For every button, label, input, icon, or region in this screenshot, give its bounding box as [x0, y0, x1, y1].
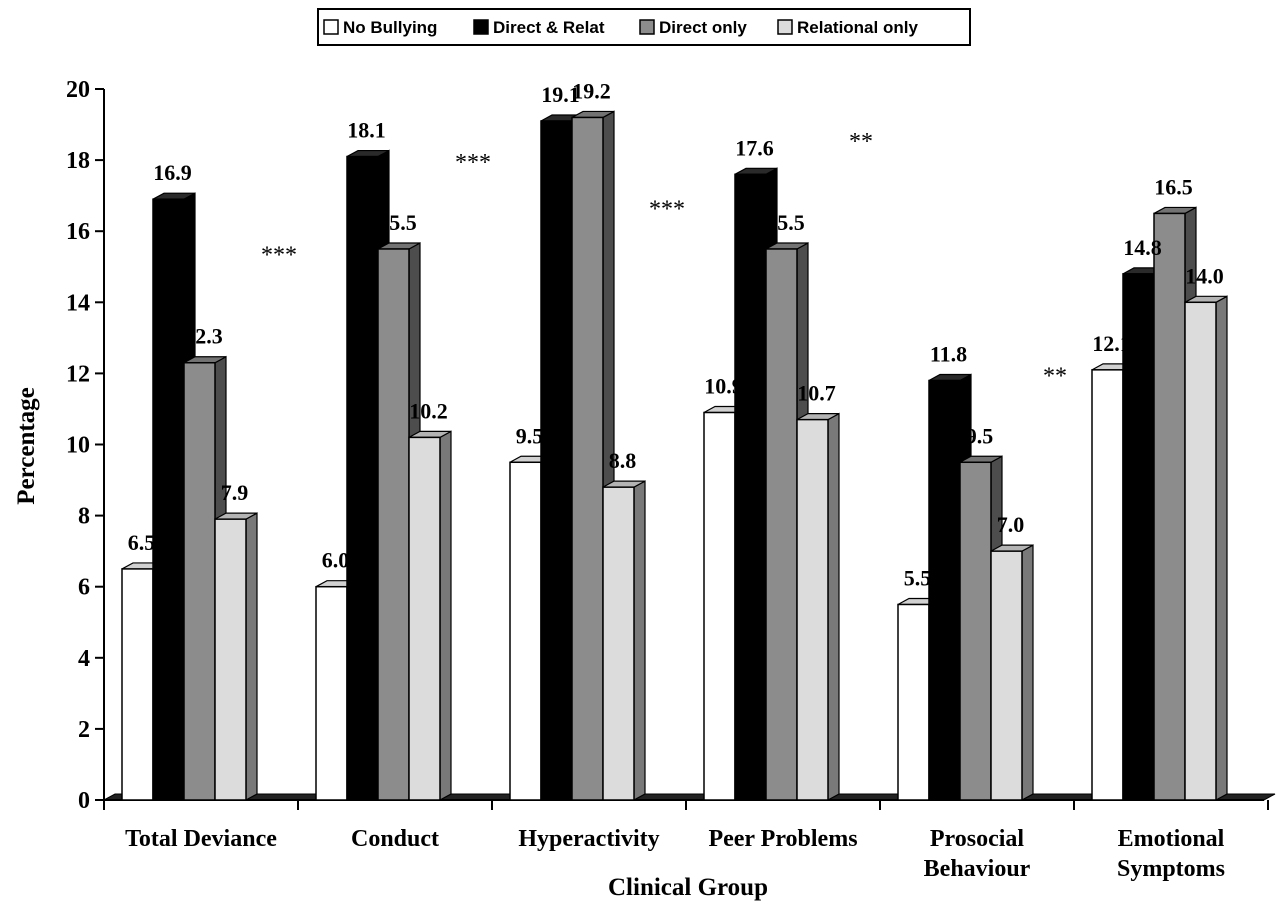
data-label: 8.8	[609, 448, 637, 473]
bar-side	[1215, 295, 1228, 802]
data-label: 6.0	[322, 548, 350, 573]
data-label: 18.1	[347, 118, 386, 143]
legend-swatch	[473, 19, 489, 35]
bar	[183, 361, 216, 801]
x-axis: Total Deviance Conduct Hyperactivity Peer P…	[103, 800, 1269, 882]
bar	[509, 461, 542, 801]
significance-mark: **	[1043, 363, 1067, 389]
x-tick-label: Hyperactivity	[518, 826, 659, 852]
bars	[121, 110, 1228, 802]
y-axis-title: Percentage	[13, 387, 40, 505]
x-tick-label: Behaviour	[924, 856, 1031, 882]
data-label: 15.5	[378, 210, 417, 235]
y-tick-label: 0	[78, 788, 90, 814]
x-tick-label: Symptoms	[1117, 856, 1225, 882]
data-label: 5.5	[904, 565, 932, 590]
data-label: 17.6	[735, 135, 774, 160]
legend-label: Direct only	[659, 18, 747, 37]
bar	[1091, 369, 1124, 801]
data-label: 19.2	[572, 78, 611, 103]
bar	[571, 116, 604, 801]
bar	[377, 248, 410, 801]
data-label: 16.9	[153, 160, 192, 185]
data-label: 16.5	[1154, 174, 1193, 199]
value-labels: 6.5 16.9 12.3 7.9 6.0 18.1 15.5 10.2 9.5 19.119.2…	[128, 78, 1224, 590]
bar	[152, 198, 185, 801]
bar	[928, 379, 961, 801]
y-tick-label: 16	[66, 219, 90, 245]
x-tick-label: Peer Problems	[708, 826, 857, 852]
significance-mark: ***	[649, 196, 685, 222]
y-tick-label: 18	[66, 148, 90, 174]
data-label: 7.0	[997, 512, 1025, 537]
data-label: 9.5	[516, 423, 544, 448]
bar	[602, 486, 635, 801]
y-tick-label: 8	[78, 504, 90, 530]
bar	[897, 603, 930, 801]
legend-swatch	[639, 19, 655, 35]
legend-swatch	[323, 19, 339, 35]
bar	[959, 461, 992, 801]
bar-side	[245, 512, 258, 802]
bar	[121, 568, 154, 801]
significance-mark: ***	[261, 243, 297, 269]
bar	[540, 120, 573, 801]
bar-side	[439, 430, 452, 802]
y-tick-label: 12	[66, 361, 90, 387]
significance-mark: **	[849, 129, 873, 155]
significance-marks: *************	[261, 129, 1067, 390]
data-label: 14.8	[1123, 235, 1162, 260]
data-label: 12.3	[184, 324, 223, 349]
bar	[990, 550, 1023, 801]
legend-label: Direct & Relat	[493, 18, 605, 37]
data-label: 10.9	[704, 374, 743, 399]
bar	[315, 585, 348, 801]
bar	[408, 436, 441, 801]
x-tick-label: Conduct	[351, 826, 439, 852]
data-label: 12.1	[1092, 331, 1131, 356]
data-label: 10.2	[409, 398, 448, 423]
data-label: 14.0	[1185, 263, 1224, 288]
bar	[1153, 212, 1186, 801]
y-tick-label: 20	[66, 77, 90, 103]
bar	[346, 155, 379, 801]
bar-side	[1021, 544, 1034, 802]
x-tick-label: Prosocial	[930, 826, 1025, 852]
y-tick-label: 10	[66, 433, 90, 459]
bar-side	[633, 480, 646, 802]
y-tick-label: 6	[78, 575, 90, 601]
bar	[796, 418, 829, 801]
bar	[1184, 301, 1217, 801]
y-tick-label: 4	[78, 646, 90, 672]
bar	[214, 518, 247, 801]
data-label: 6.5	[128, 530, 156, 555]
y-tick-label: 14	[66, 290, 90, 316]
y-tick-label: 2	[78, 717, 90, 743]
data-label: 19.1	[541, 82, 580, 107]
x-tick-label: Total Deviance	[125, 826, 277, 852]
bar	[765, 248, 798, 801]
bar-side	[827, 412, 840, 802]
x-tick-label: Emotional	[1118, 826, 1225, 852]
bar	[1122, 273, 1155, 801]
bar	[734, 173, 767, 801]
bar	[703, 411, 736, 801]
y-axis: 0 2 4 6 8 10 12 14 16 18 20	[66, 77, 105, 814]
x-axis-title: Clinical Group	[608, 874, 768, 901]
legend-swatch	[777, 19, 793, 35]
data-label: 7.9	[221, 480, 249, 505]
data-label: 9.5	[966, 423, 994, 448]
data-label: 11.8	[930, 342, 967, 367]
legend-label: No Bullying	[343, 18, 437, 37]
data-label: 15.5	[766, 210, 805, 235]
significance-mark: ***	[455, 150, 491, 176]
data-label: 10.7	[797, 381, 836, 406]
legend: No Bullying Direct & Relat Direct only Rela…	[317, 8, 971, 46]
legend-label: Relational only	[797, 18, 918, 37]
